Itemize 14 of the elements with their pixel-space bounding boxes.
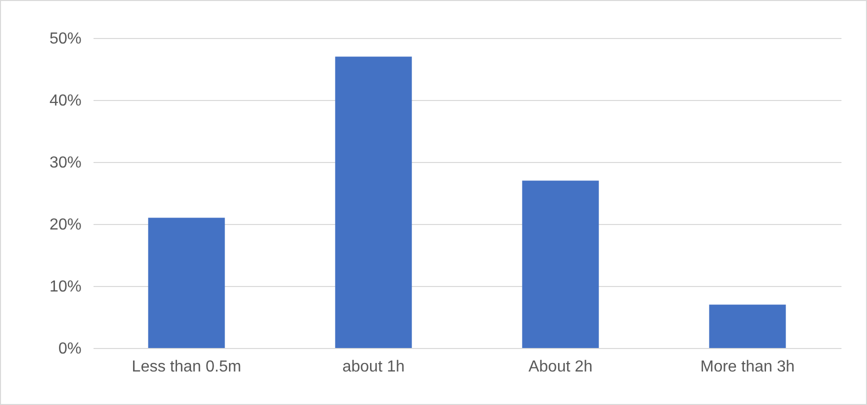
bar xyxy=(335,56,412,348)
y-tick-label: 0% xyxy=(58,340,82,358)
bar xyxy=(709,304,786,348)
x-tick-label: About 2h xyxy=(528,358,593,376)
y-tick-label: 40% xyxy=(49,92,82,110)
x-tick-label: about 1h xyxy=(342,358,405,376)
x-tick-label: More than 3h xyxy=(700,358,795,376)
bar xyxy=(522,180,599,348)
y-tick-label: 20% xyxy=(49,216,82,234)
y-tick-label: 10% xyxy=(49,278,82,296)
x-tick-label: Less than 0.5m xyxy=(132,358,242,376)
bar xyxy=(148,218,225,348)
y-tick-label: 30% xyxy=(49,154,82,172)
y-tick-label: 50% xyxy=(49,30,82,48)
